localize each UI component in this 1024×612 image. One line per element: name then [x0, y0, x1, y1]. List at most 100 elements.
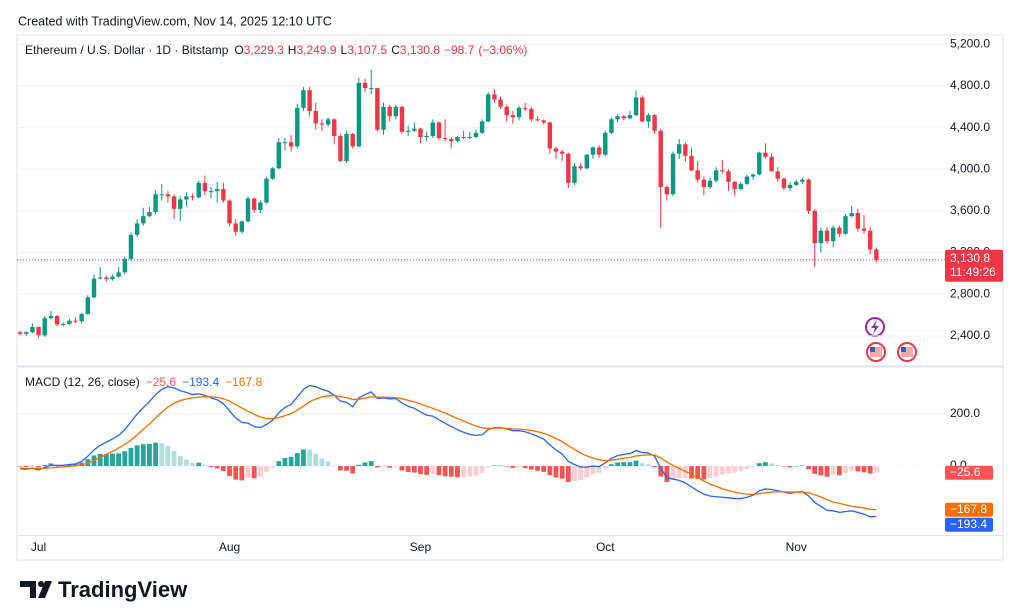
candle-body — [553, 148, 559, 152]
candle-body — [757, 152, 762, 175]
candle-body — [301, 90, 306, 108]
histogram-bar — [707, 466, 713, 479]
candle-body — [547, 122, 553, 149]
candle-body — [578, 166, 583, 169]
histogram-bar — [516, 466, 522, 468]
histogram-bar — [664, 466, 670, 482]
candle-body — [325, 119, 331, 125]
y-tick-label: 4,400.0 — [950, 120, 990, 134]
histogram-bar — [559, 466, 565, 479]
histogram-bar — [399, 466, 405, 471]
histogram-bar — [307, 449, 312, 467]
candle-body — [763, 152, 768, 157]
histogram-bar — [867, 466, 873, 474]
candle-body — [239, 221, 245, 232]
legend-value: −193.4 — [182, 375, 219, 389]
candle-body — [479, 121, 485, 133]
y-tick-label: 2,400.0 — [950, 328, 990, 342]
candle-body — [566, 153, 571, 183]
histogram-bar — [824, 466, 830, 477]
candle-body — [627, 115, 633, 119]
histogram-bar — [873, 466, 879, 473]
histogram-bar — [171, 450, 177, 467]
last-price-label: 3,130.8 — [950, 251, 990, 265]
candle-body — [584, 154, 589, 169]
histogram-bar — [504, 466, 510, 467]
histogram-bar — [750, 466, 756, 467]
histogram-bar — [325, 461, 331, 467]
histogram-bar — [331, 465, 337, 467]
histogram-bar — [541, 466, 547, 472]
histogram-bar — [442, 466, 448, 477]
histogram-bar — [177, 456, 183, 467]
histogram-bar — [374, 466, 380, 468]
candle-body — [596, 147, 602, 155]
candle-body — [806, 179, 811, 211]
histogram-bar — [627, 462, 633, 467]
candle-body — [615, 116, 620, 120]
histogram-bar — [485, 466, 491, 468]
histogram-bar — [227, 466, 232, 476]
histogram-bar — [257, 466, 263, 477]
candle-body — [436, 122, 442, 139]
candle-body — [732, 181, 737, 190]
histogram-bar — [775, 465, 781, 467]
histogram-bar — [448, 466, 454, 477]
candle-body — [270, 168, 275, 179]
candle-body — [208, 191, 214, 193]
histogram-bar — [97, 453, 103, 467]
histogram-bar — [609, 464, 614, 467]
histogram-bar — [584, 466, 590, 478]
histogram-bar — [276, 461, 282, 467]
candle-body — [387, 106, 392, 117]
histogram-bar — [800, 465, 805, 467]
candle-body — [165, 194, 171, 197]
histogram-bar — [473, 466, 479, 476]
macd-line — [20, 394, 877, 511]
candle-body — [744, 176, 750, 184]
candle-body — [683, 144, 688, 156]
candle-body — [134, 223, 140, 235]
histogram-bar — [535, 466, 540, 471]
histogram-bar — [264, 466, 269, 473]
candle-body — [350, 133, 355, 147]
histogram-bar — [701, 466, 707, 480]
histogram-bar — [652, 466, 657, 468]
histogram-bar — [510, 466, 516, 468]
histogram-bar — [140, 444, 146, 467]
candle-body — [91, 278, 97, 298]
histogram-bar — [818, 466, 824, 476]
legend-value: 3,130.8 — [400, 43, 440, 57]
logo-dot — [38, 581, 44, 587]
candle-body — [381, 106, 386, 130]
candle-body — [664, 186, 670, 195]
candle-body — [455, 137, 460, 142]
histogram-bar — [147, 443, 152, 467]
legend: Ethereum / U.S. Dollar · 1D · Bitstamp O3… — [25, 43, 527, 57]
candle-body — [79, 313, 84, 322]
candle-body — [504, 106, 509, 116]
histogram-bar — [387, 466, 393, 468]
histogram-bar — [646, 464, 651, 467]
candle-body — [707, 180, 713, 187]
candle-body — [141, 216, 146, 224]
histogram-bar — [405, 466, 411, 473]
candle-body — [510, 115, 516, 118]
histogram-bar — [479, 466, 485, 474]
y-tick-label: 2,800.0 — [950, 286, 990, 300]
candle-body — [405, 130, 411, 132]
candle-body — [215, 189, 220, 192]
histogram-bar — [461, 466, 466, 478]
legend-value: −25.6 — [146, 375, 177, 389]
histogram-bar — [719, 466, 725, 475]
histogram-bar — [350, 466, 356, 474]
histogram-bar — [676, 466, 682, 479]
x-tick-label: Nov — [786, 540, 807, 554]
candle-body — [282, 142, 288, 144]
logo-mark — [20, 581, 36, 598]
candle-body — [787, 184, 793, 189]
candle-body — [344, 133, 349, 161]
histogram-bar — [214, 466, 220, 469]
legend-title: Ethereum / U.S. Dollar · 1D · Bitstamp — [25, 43, 229, 57]
